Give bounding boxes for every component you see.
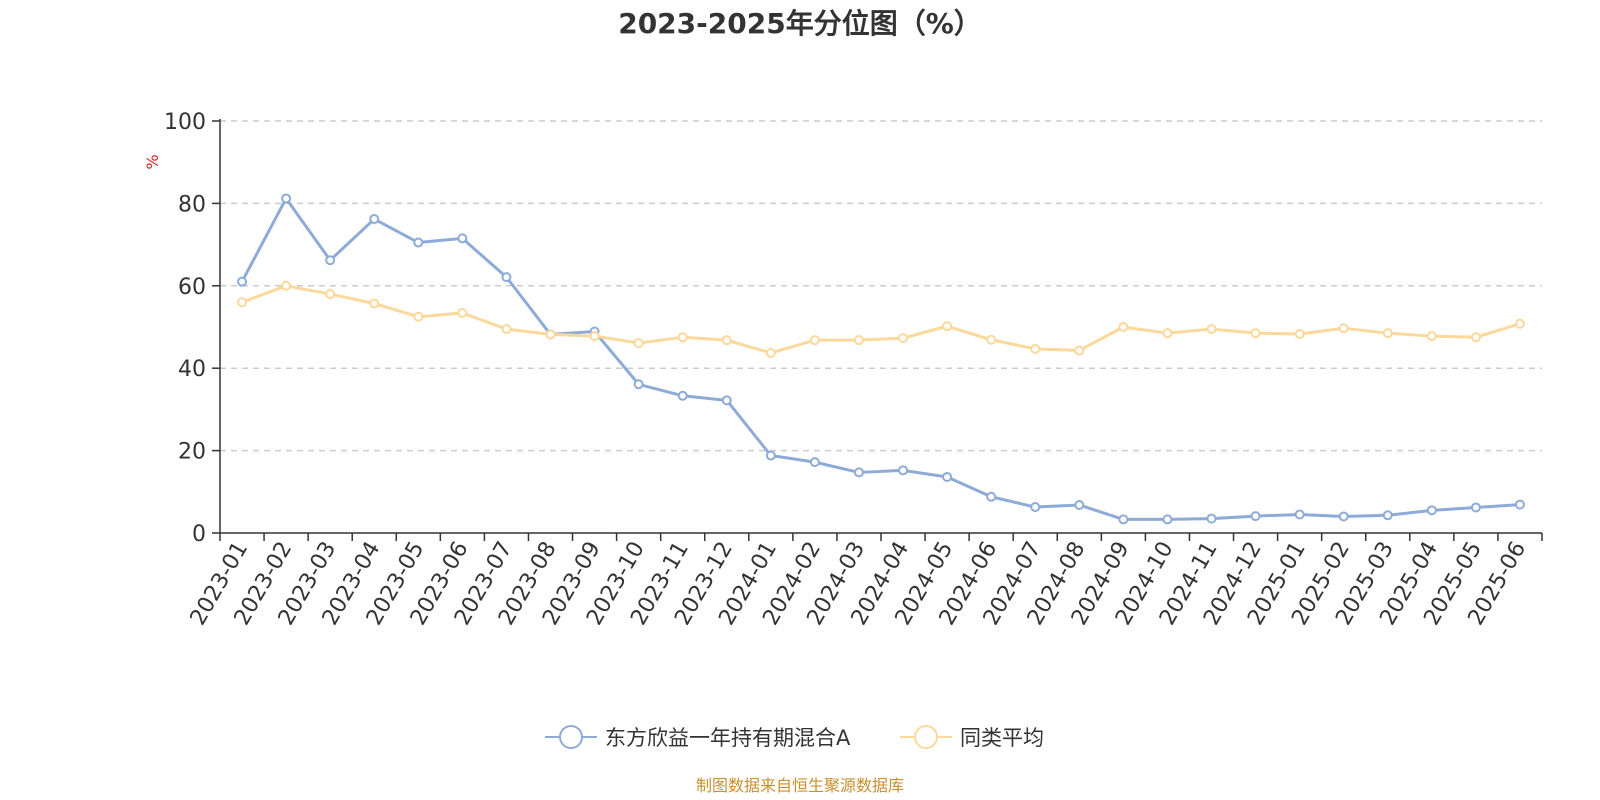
data-point [589,331,600,342]
data-point [237,297,248,308]
chart-title: 2023-2025年分位图（%） [618,7,982,40]
x-tick-labels: 2023-012023-022023-032023-042023-052023-… [186,538,1532,630]
data-point [501,324,512,335]
y-tick-label: 100 [164,110,206,135]
data-point [1250,328,1261,339]
data-point [1074,345,1085,356]
data-point [325,289,336,300]
data-point [545,329,556,340]
data-point [457,307,468,318]
data-point [1030,502,1041,513]
data-point [1206,324,1217,335]
data-point [765,450,776,461]
y-tick-labels: 0 20 40 60 80 100 [164,110,206,547]
data-point [1426,331,1437,342]
data-point [501,272,512,283]
data-point [1382,328,1393,339]
y-tick-label: 40 [178,357,206,382]
data-point [1074,499,1085,510]
y-tick-label: 0 [192,522,206,547]
data-point [942,471,953,482]
data-source-note: 制图数据来自恒生聚源数据库 [695,776,904,795]
legend: 东方欣益一年持有期混合A 同类平均 [0,722,1600,752]
legend-item-fund[interactable]: 东方欣益一年持有期混合A [545,722,850,752]
series-line-1 [241,284,1521,355]
data-point [986,491,997,502]
data-point [369,298,380,309]
series-lines [240,196,1521,521]
y-tick-label: 80 [178,192,206,217]
data-point [942,321,953,332]
data-point [281,193,292,204]
data-point [1382,510,1393,521]
data-point [1206,513,1217,524]
y-tick-label: 60 [178,275,206,300]
data-point [457,233,468,244]
data-point [325,255,336,266]
data-point [413,311,424,322]
data-point [721,335,732,346]
data-point [677,332,688,343]
data-point [853,335,864,346]
data-point [1294,329,1305,340]
data-point [413,237,424,248]
data-point [1470,332,1481,343]
data-point [1294,509,1305,520]
data-point [809,457,820,468]
data-point [898,333,909,344]
data-point [1470,502,1481,513]
series-line-0 [240,196,1521,521]
data-point [633,338,644,349]
legend-label-average: 同类平均 [960,726,1044,750]
axes [212,119,1543,541]
legend-label-fund: 东方欣益一年持有期混合A [605,726,851,750]
data-point [1514,499,1525,510]
data-point [1250,511,1261,522]
data-point [1030,343,1041,354]
data-point [721,395,732,406]
data-point [1162,514,1173,525]
legend-item-average[interactable]: 同类平均 [900,722,1044,752]
data-point [986,334,997,345]
data-point [281,280,292,291]
data-point [237,276,248,287]
data-point [1426,505,1437,516]
data-point [369,214,380,225]
data-point [809,335,820,346]
grid-lines [220,120,1542,452]
data-point [1162,328,1173,339]
data-point [1338,323,1349,334]
data-point [853,467,864,478]
legend-fund-marker-icon [545,725,597,749]
y-axis-label: % [143,154,162,169]
data-point [1118,514,1129,525]
data-point [898,465,909,476]
y-tick-label: 20 [178,440,206,465]
series-points [237,193,1525,525]
data-point [1338,511,1349,522]
data-point [677,390,688,401]
data-point [633,379,644,390]
data-point [765,347,776,358]
legend-average-marker-icon [900,725,952,749]
data-point [1118,322,1129,332]
data-point [1514,318,1525,329]
